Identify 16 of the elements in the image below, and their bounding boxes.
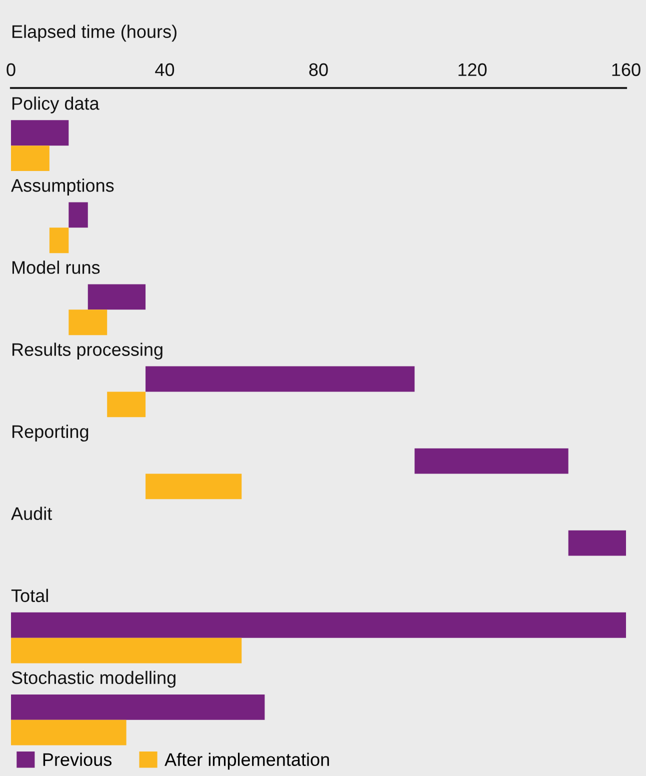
x-axis-title: Elapsed time (hours) [12, 24, 176, 42]
x-tick-label: 80 [309, 63, 328, 76]
x-tick-label: 160 [612, 63, 640, 76]
x-tick-label: 120 [458, 63, 487, 76]
y-tick-label: Policy data [12, 96, 100, 114]
y-tick-label: Assumptions [11, 178, 114, 196]
legend-label: After implementation [164, 752, 329, 770]
y-tick-label: Reporting [12, 424, 88, 442]
y-tick-label: Results processing [12, 342, 162, 360]
x-tick-label: 40 [155, 63, 174, 76]
x-tick-label: 0 [6, 63, 16, 76]
legend-label: Previous [43, 752, 112, 766]
y-tick-label: Stochastic modelling [12, 670, 176, 688]
y-tick-label: Total [11, 588, 48, 602]
y-tick-label: Model runs [12, 260, 100, 274]
y-tick-label: Audit [11, 506, 52, 520]
